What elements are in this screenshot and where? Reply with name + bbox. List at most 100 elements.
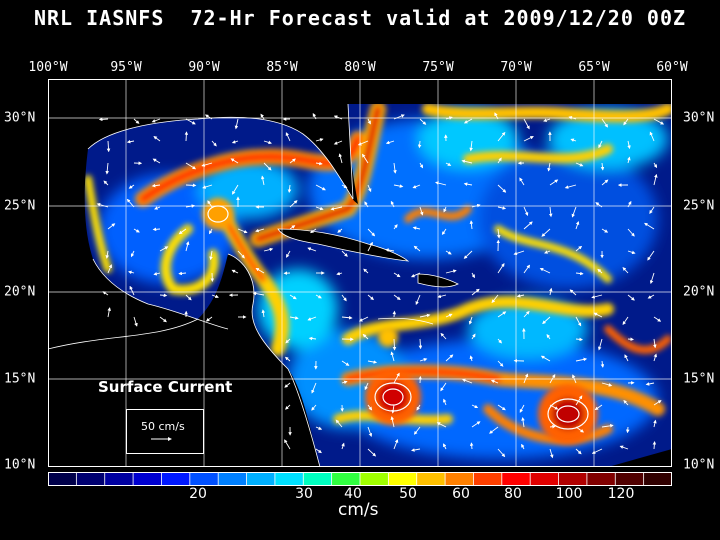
current-vector (284, 356, 291, 362)
current-vector (575, 245, 583, 252)
current-vector (649, 206, 655, 214)
current-vector (490, 379, 499, 384)
current-vector (412, 226, 421, 230)
current-vector (154, 206, 161, 210)
current-vector (471, 333, 476, 340)
current-vector (152, 158, 161, 164)
current-vector (598, 338, 603, 351)
current-vector (367, 360, 378, 364)
colorbar-swatch (331, 472, 361, 486)
current-vector (564, 184, 577, 189)
current-vector (523, 136, 534, 142)
current-vector (624, 354, 629, 362)
current-vector (209, 250, 213, 261)
current-vector (385, 140, 395, 145)
current-vector (571, 206, 577, 218)
current-vector (443, 206, 447, 213)
current-vector (289, 158, 296, 164)
current-vector (542, 316, 551, 325)
current-vector (126, 139, 135, 144)
longitude-label: 95°W (110, 60, 142, 75)
latitude-label: 10°N (4, 457, 36, 473)
current-vector (159, 316, 167, 323)
colorbar-tick-label: 50 (399, 486, 417, 502)
current-vector (307, 316, 317, 321)
latitude-label: 10°N (683, 457, 715, 473)
colorbar-swatch (246, 472, 276, 486)
colorbar-swatch (104, 472, 134, 486)
current-vector (231, 140, 239, 144)
current-vector (205, 316, 213, 322)
current-vector (211, 140, 217, 147)
current-vector (625, 426, 630, 434)
current-vector (130, 250, 135, 258)
current-vector (445, 162, 452, 166)
current-vector (152, 227, 161, 232)
current-vector (315, 426, 323, 430)
current-vector (178, 271, 187, 276)
current-vector (285, 132, 291, 142)
current-vector (649, 131, 655, 142)
current-vector (284, 382, 291, 388)
current-vector (385, 248, 395, 252)
current-vector (234, 118, 239, 130)
current-vector (445, 250, 452, 255)
current-vector (367, 118, 371, 125)
current-vector (185, 294, 192, 301)
current-vector (415, 294, 421, 306)
current-vector (419, 358, 428, 362)
current-vector (523, 310, 530, 318)
colorbar-frame (48, 472, 672, 486)
current-vector (367, 404, 373, 411)
current-vector (652, 441, 657, 450)
current-vector (575, 448, 582, 455)
current-vector (419, 162, 424, 169)
current-vector (390, 351, 395, 362)
current-vector (570, 138, 577, 142)
current-vector (549, 448, 554, 459)
current-vector (315, 138, 324, 142)
current-vector (627, 156, 631, 164)
current-vector (653, 173, 658, 186)
current-vector (544, 250, 551, 254)
current-vector (107, 307, 111, 318)
current-vector (469, 220, 474, 230)
current-vector (289, 294, 297, 300)
current-vector (497, 263, 505, 274)
colorbar-swatch (48, 472, 77, 486)
current-vector (601, 179, 609, 186)
current-vector (627, 337, 634, 342)
current-vector (153, 135, 161, 142)
current-vector (364, 382, 369, 391)
current-vector (445, 313, 453, 318)
reference-arrow-icon (151, 437, 172, 441)
current-vector (575, 357, 588, 362)
current-vector (391, 404, 395, 414)
current-vector (443, 443, 447, 450)
latitude-label: 15°N (683, 371, 715, 387)
current-vector (575, 337, 583, 342)
latitude-label: 30°N (683, 110, 715, 126)
current-vector (106, 140, 111, 153)
current-vector (393, 162, 397, 174)
current-vector (489, 426, 499, 434)
current-vector (497, 206, 507, 210)
current-vector (463, 118, 473, 124)
current-vector (185, 118, 196, 125)
current-vector (443, 398, 447, 406)
current-vector (367, 228, 376, 237)
current-vector (202, 184, 213, 189)
current-vector (445, 354, 454, 362)
current-vector (392, 338, 397, 351)
current-vector (549, 424, 556, 429)
current-vector (653, 338, 657, 349)
current-vector (523, 118, 530, 130)
coastlines (48, 103, 459, 467)
current-vector (653, 419, 657, 428)
current-vector (335, 419, 343, 428)
current-vector (575, 221, 580, 230)
current-vector (441, 228, 447, 236)
current-vector (549, 179, 559, 186)
colorbar-swatch (161, 472, 191, 486)
current-vector (341, 380, 348, 385)
